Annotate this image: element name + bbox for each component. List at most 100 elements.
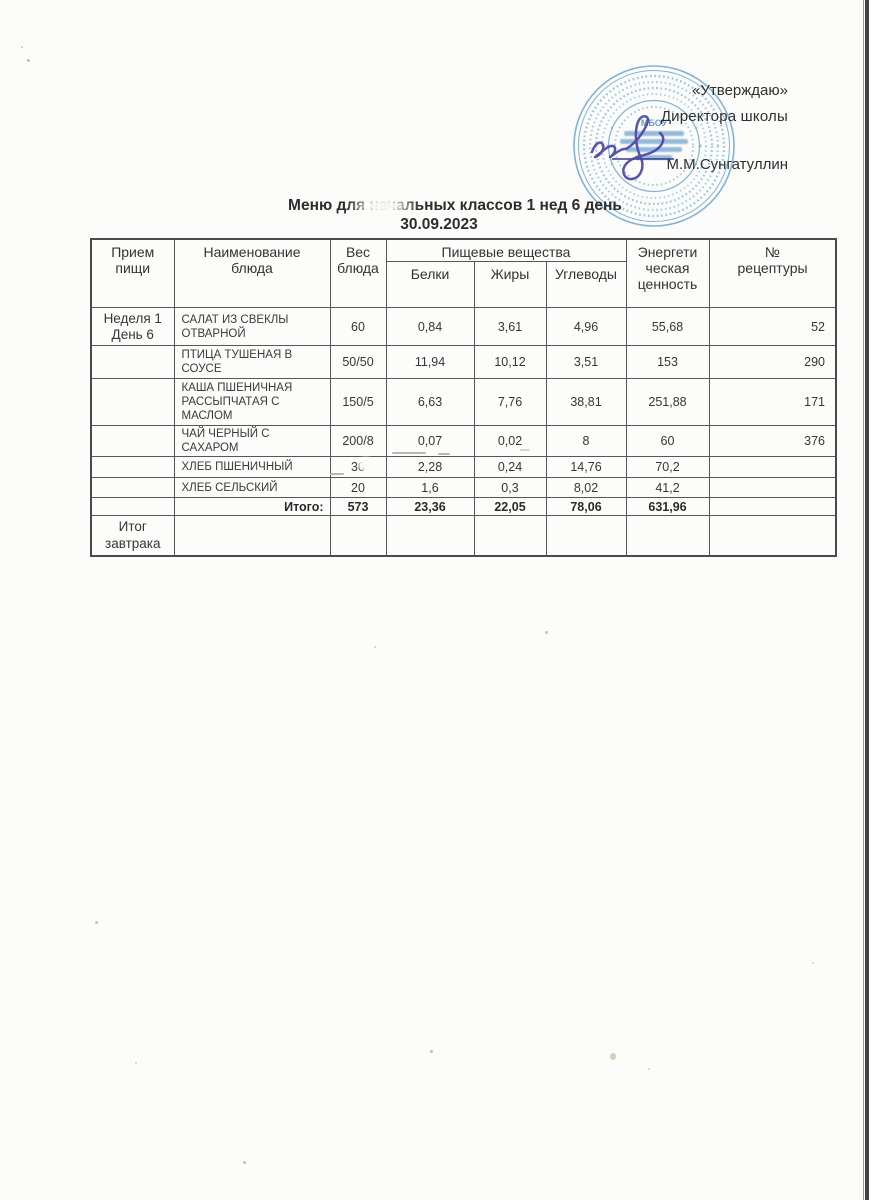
cell-fat <box>473 515 547 556</box>
cell-meal: Неделя 1 День 6 <box>90 307 175 346</box>
cell-energy: 153 <box>625 345 710 379</box>
cell-dish <box>173 515 331 556</box>
cell-energy: 55,68 <box>625 307 710 346</box>
cell-recipe <box>708 477 837 498</box>
cell-carbs: 38,81 <box>545 378 627 426</box>
cell-carbs: 8 <box>545 425 627 457</box>
col-header-fat: Жиры <box>473 261 547 308</box>
cell-carbs: 3,51 <box>545 345 627 379</box>
table-row: Неделя 1 День 6 САЛАТ ИЗ СВЕКЛЫ ОТВАРНОЙ… <box>90 307 837 346</box>
col-header-protein: Белки <box>385 261 475 308</box>
scan-mark <box>392 452 426 454</box>
cell-fat: 0,02 <box>473 425 547 457</box>
cell-protein <box>385 515 475 556</box>
cell-protein: 23,36 <box>385 497 475 516</box>
cell-weight: 20 <box>329 477 387 498</box>
cell-meal <box>90 456 175 478</box>
cell-recipe: 52 <box>708 307 837 346</box>
cell-protein: 0,07 <box>385 425 475 457</box>
cell-carbs: 8,02 <box>545 477 627 498</box>
col-header-weight: Вес блюда <box>329 238 387 308</box>
cell-dish: КАША ПШЕНИЧНАЯ РАССЫПЧАТАЯ С МАСЛОМ <box>173 378 331 426</box>
cell-fat: 7,76 <box>473 378 547 426</box>
cell-recipe <box>708 497 837 516</box>
cell-energy <box>625 515 710 556</box>
approval-role: Директора школы <box>660 108 788 125</box>
scan-speck <box>610 1053 616 1060</box>
scan-speck <box>95 921 98 924</box>
table-row: ХЛЕБ СЕЛЬСКИЙ 20 1,6 0,3 8,02 41,2 <box>90 477 837 498</box>
cell-protein: 1,6 <box>385 477 475 498</box>
cell-meal <box>90 378 175 426</box>
cell-energy: 41,2 <box>625 477 710 498</box>
scan-mark <box>520 449 530 451</box>
table-row: КАША ПШЕНИЧНАЯ РАССЫПЧАТАЯ С МАСЛОМ 150/… <box>90 378 837 426</box>
scan-speck <box>21 46 23 48</box>
scan-mark <box>438 453 450 455</box>
cell-recipe: 171 <box>708 378 837 426</box>
cell-protein: 11,94 <box>385 345 475 379</box>
cell-meal <box>90 345 175 379</box>
cell-protein: 6,63 <box>385 378 475 426</box>
scan-speck <box>430 1050 433 1053</box>
menu-table: Прием пищи Наименование блюда Вес блюда … <box>90 238 837 557</box>
cell-fat: 0,24 <box>473 456 547 478</box>
cell-carbs: 4,96 <box>545 307 627 346</box>
scan-speck <box>27 59 30 62</box>
scan-speck <box>243 1161 246 1164</box>
cell-recipe: 376 <box>708 425 837 457</box>
cell-weight: 60 <box>329 307 387 346</box>
cell-protein: 2,28 <box>385 456 475 478</box>
cell-dish: ХЛЕБ ПШЕНИЧНЫЙ <box>173 456 331 478</box>
cell-carbs <box>545 515 627 556</box>
col-header-meal: Прием пищи <box>90 238 175 308</box>
scan-edge-line <box>863 0 869 1200</box>
scan-mark <box>330 473 344 475</box>
cell-weight: 573 <box>329 497 387 516</box>
cell-protein: 0,84 <box>385 307 475 346</box>
approval-block: «Утверждаю» Директора школы М.М.Сунгатул… <box>661 82 788 173</box>
scan-speck <box>545 631 548 634</box>
cell-recipe: 290 <box>708 345 837 379</box>
footer-row: Итог завтрака <box>90 515 837 556</box>
col-header-recipe: № рецептуры <box>708 238 837 308</box>
document-date: 30.09.2023 <box>400 216 478 233</box>
cell-recipe <box>708 515 837 556</box>
cell-meal <box>90 425 175 457</box>
table-row: ХЛЕБ ПШЕНИЧНЫЙ 30 2,28 0,24 14,76 70,2 <box>90 456 837 478</box>
col-header-carbs: Углеводы <box>545 261 627 308</box>
cell-energy: 631,96 <box>625 497 710 516</box>
table-row: ЧАЙ ЧЕРНЫЙ С САХАРОМ 200/8 0,07 0,02 8 6… <box>90 425 837 457</box>
cell-carbs: 78,06 <box>545 497 627 516</box>
document-title-block: Меню для начальных классов 1 нед 6 день … <box>190 196 720 234</box>
cell-energy: 251,88 <box>625 378 710 426</box>
totals-row: Итого: 573 23,36 22,05 78,06 631,96 <box>90 497 837 516</box>
cell-dish: ЧАЙ ЧЕРНЫЙ С САХАРОМ <box>173 425 331 457</box>
scan-smudge <box>357 456 375 472</box>
stamp-center-text: МБОУ <box>641 118 668 128</box>
cell-energy: 70,2 <box>625 456 710 478</box>
cell-energy: 60 <box>625 425 710 457</box>
cell-weight: 150/5 <box>329 378 387 426</box>
cell-meal <box>90 477 175 498</box>
approval-signer-name: М.М.Сунгатуллин <box>666 156 788 173</box>
col-header-energy: Энергети ческая ценность <box>625 238 710 308</box>
scan-speck <box>374 646 376 648</box>
cell-fat: 22,05 <box>473 497 547 516</box>
cell-weight: 200/8 <box>329 425 387 457</box>
col-header-dish: Наименование блюда <box>173 238 331 308</box>
subheader-row: Белки Жиры Углеводы <box>91 261 836 308</box>
cell-fat: 10,12 <box>473 345 547 379</box>
scan-speck <box>135 1062 137 1064</box>
cell-fat: 0,3 <box>473 477 547 498</box>
cell-meal <box>90 497 175 516</box>
scan-speck <box>812 962 814 964</box>
table-row: ПТИЦА ТУШЕНАЯ В СОУСЕ 50/50 11,94 10,12 … <box>90 345 837 379</box>
approval-label: «Утверждаю» <box>692 82 788 99</box>
cell-weight: 50/50 <box>329 345 387 379</box>
document-title: Меню для начальных классов 1 нед 6 день <box>288 197 622 214</box>
cell-fat: 3,61 <box>473 307 547 346</box>
cell-dish: САЛАТ ИЗ СВЕКЛЫ ОТВАРНОЙ <box>173 307 331 346</box>
cell-dish: ПТИЦА ТУШЕНАЯ В СОУСЕ <box>173 345 331 379</box>
